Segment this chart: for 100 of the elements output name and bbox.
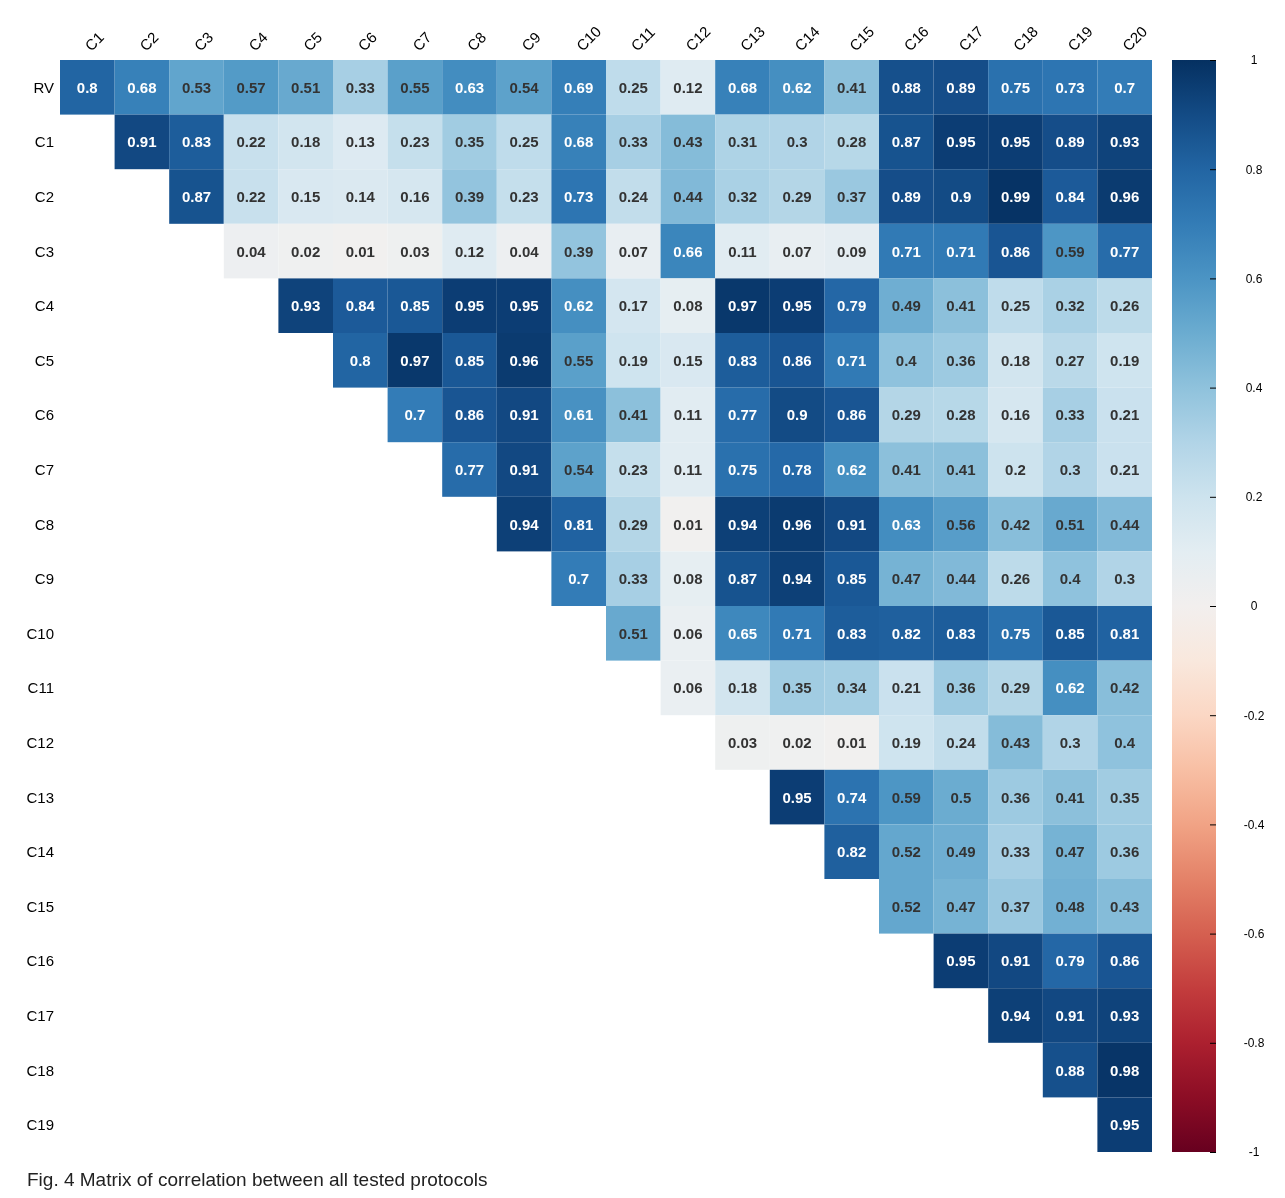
data-label: 0.36 bbox=[1110, 843, 1140, 861]
data-label: 0.31 bbox=[727, 133, 758, 151]
data-label: 0.75 bbox=[727, 461, 758, 478]
data-label: 0.56 bbox=[946, 515, 976, 533]
data-label: 0.41 bbox=[837, 78, 867, 96]
data-label: 0.55 bbox=[564, 351, 594, 369]
data-label: 0.95 bbox=[1110, 1116, 1140, 1134]
y-tick-label: C2 bbox=[34, 188, 54, 205]
data-label: 0.35 bbox=[782, 679, 812, 697]
data-label: 0.42 bbox=[1000, 515, 1031, 533]
data-label: 0.71 bbox=[891, 242, 921, 260]
data-label: 0.7 bbox=[1114, 78, 1136, 96]
data-label: 0.9 bbox=[950, 188, 972, 205]
data-label: 0.74 bbox=[837, 788, 867, 806]
data-label: 0.75 bbox=[1000, 78, 1031, 96]
data-label: 0.9 bbox=[786, 406, 808, 424]
data-label: 0.34 bbox=[837, 679, 867, 697]
data-label: 0.62 bbox=[564, 297, 594, 315]
data-label: 0.37 bbox=[837, 188, 867, 205]
data-label: 0.44 bbox=[946, 570, 977, 588]
y-tick-label: C14 bbox=[26, 843, 54, 861]
data-label: 0.62 bbox=[782, 78, 812, 96]
data-label: 0.94 bbox=[782, 570, 813, 588]
data-label: 0.95 bbox=[1000, 133, 1031, 151]
data-label: 0.95 bbox=[946, 133, 976, 151]
data-label: 0.96 bbox=[782, 515, 812, 533]
y-tick-label: C15 bbox=[26, 897, 54, 915]
data-label: 0.85 bbox=[400, 297, 430, 315]
data-label: 0.41 bbox=[946, 461, 976, 478]
data-label: 0.81 bbox=[564, 515, 594, 533]
data-label: 0.22 bbox=[236, 133, 266, 151]
data-label: 0.44 bbox=[1110, 515, 1140, 533]
data-label: 0.91 bbox=[1055, 1007, 1085, 1024]
x-tick-label: C14 bbox=[791, 22, 823, 55]
data-label: 0.36 bbox=[946, 679, 976, 697]
data-label: 0.95 bbox=[454, 297, 485, 315]
data-label: 0.83 bbox=[181, 133, 212, 151]
data-label: 0.26 bbox=[1110, 297, 1140, 315]
data-label: 0.01 bbox=[837, 734, 867, 751]
data-label: 0.18 bbox=[1000, 351, 1031, 369]
data-label: 0.06 bbox=[673, 679, 703, 697]
data-label: 0.35 bbox=[1110, 788, 1140, 806]
data-label: 0.3 bbox=[1059, 734, 1081, 751]
data-label: 0.33 bbox=[618, 570, 648, 588]
data-label: 0.3 bbox=[1114, 570, 1136, 588]
data-label: 0.19 bbox=[891, 734, 921, 751]
data-label: 0.94 bbox=[727, 515, 758, 533]
data-label: 0.8 bbox=[349, 351, 371, 369]
data-label: 0.11 bbox=[673, 406, 703, 424]
data-label: 0.84 bbox=[1055, 188, 1086, 205]
data-label: 0.09 bbox=[837, 242, 867, 260]
data-label: 0.51 bbox=[291, 78, 321, 96]
data-label: 0.18 bbox=[291, 133, 321, 151]
data-label: 0.16 bbox=[400, 188, 430, 205]
data-label: 0.69 bbox=[564, 78, 594, 96]
x-tick-label: C3 bbox=[190, 28, 217, 55]
data-label: 0.91 bbox=[1000, 952, 1031, 970]
data-label: 0.96 bbox=[509, 351, 539, 369]
color-bar-label: 0.2 bbox=[1245, 490, 1263, 505]
y-tick-label: C8 bbox=[34, 515, 54, 533]
data-label: 0.59 bbox=[1055, 242, 1085, 260]
data-label: 0.33 bbox=[618, 133, 648, 151]
y-tick-label: C13 bbox=[26, 788, 54, 806]
data-label: 0.86 bbox=[1110, 952, 1140, 970]
data-label: 0.49 bbox=[891, 297, 921, 315]
data-label: 0.94 bbox=[509, 515, 540, 533]
y-tick-label: C3 bbox=[34, 242, 54, 260]
data-label: 0.59 bbox=[891, 788, 921, 806]
data-label: 0.08 bbox=[673, 297, 703, 315]
data-label: 0.77 bbox=[727, 406, 758, 424]
color-bar-label: -0.4 bbox=[1243, 817, 1265, 832]
data-label: 0.11 bbox=[673, 461, 703, 478]
data-label: 0.23 bbox=[618, 461, 648, 478]
data-label: 0.41 bbox=[618, 406, 648, 424]
data-label: 0.71 bbox=[946, 242, 976, 260]
data-label: 0.3 bbox=[786, 133, 808, 151]
data-label: 0.2 bbox=[1005, 461, 1026, 478]
data-label: 0.62 bbox=[837, 461, 867, 478]
data-label: 0.43 bbox=[673, 133, 703, 151]
data-label: 0.91 bbox=[127, 133, 157, 151]
data-label: 0.47 bbox=[946, 897, 976, 915]
data-label: 0.13 bbox=[345, 133, 375, 151]
data-label: 0.86 bbox=[1000, 242, 1031, 260]
x-tick-label: C1 bbox=[81, 28, 107, 55]
data-label: 0.04 bbox=[509, 242, 540, 260]
data-label: 0.71 bbox=[837, 351, 867, 369]
data-label: 0.19 bbox=[618, 351, 648, 369]
data-label: 0.12 bbox=[673, 78, 703, 96]
y-tick-label: C6 bbox=[34, 406, 54, 424]
y-tick-label: C16 bbox=[26, 952, 54, 970]
x-tick-label: C18 bbox=[1009, 22, 1042, 55]
data-label: 0.83 bbox=[837, 624, 867, 642]
data-label: 0.41 bbox=[891, 461, 921, 478]
data-label: 0.33 bbox=[1055, 406, 1085, 424]
color-bar-label: 0.8 bbox=[1245, 162, 1263, 177]
data-label: 0.81 bbox=[1110, 624, 1140, 642]
x-tick-label: C6 bbox=[354, 28, 380, 55]
data-label: 0.33 bbox=[1000, 843, 1031, 861]
data-label: 0.82 bbox=[891, 624, 921, 642]
data-label: 0.7 bbox=[568, 570, 590, 588]
